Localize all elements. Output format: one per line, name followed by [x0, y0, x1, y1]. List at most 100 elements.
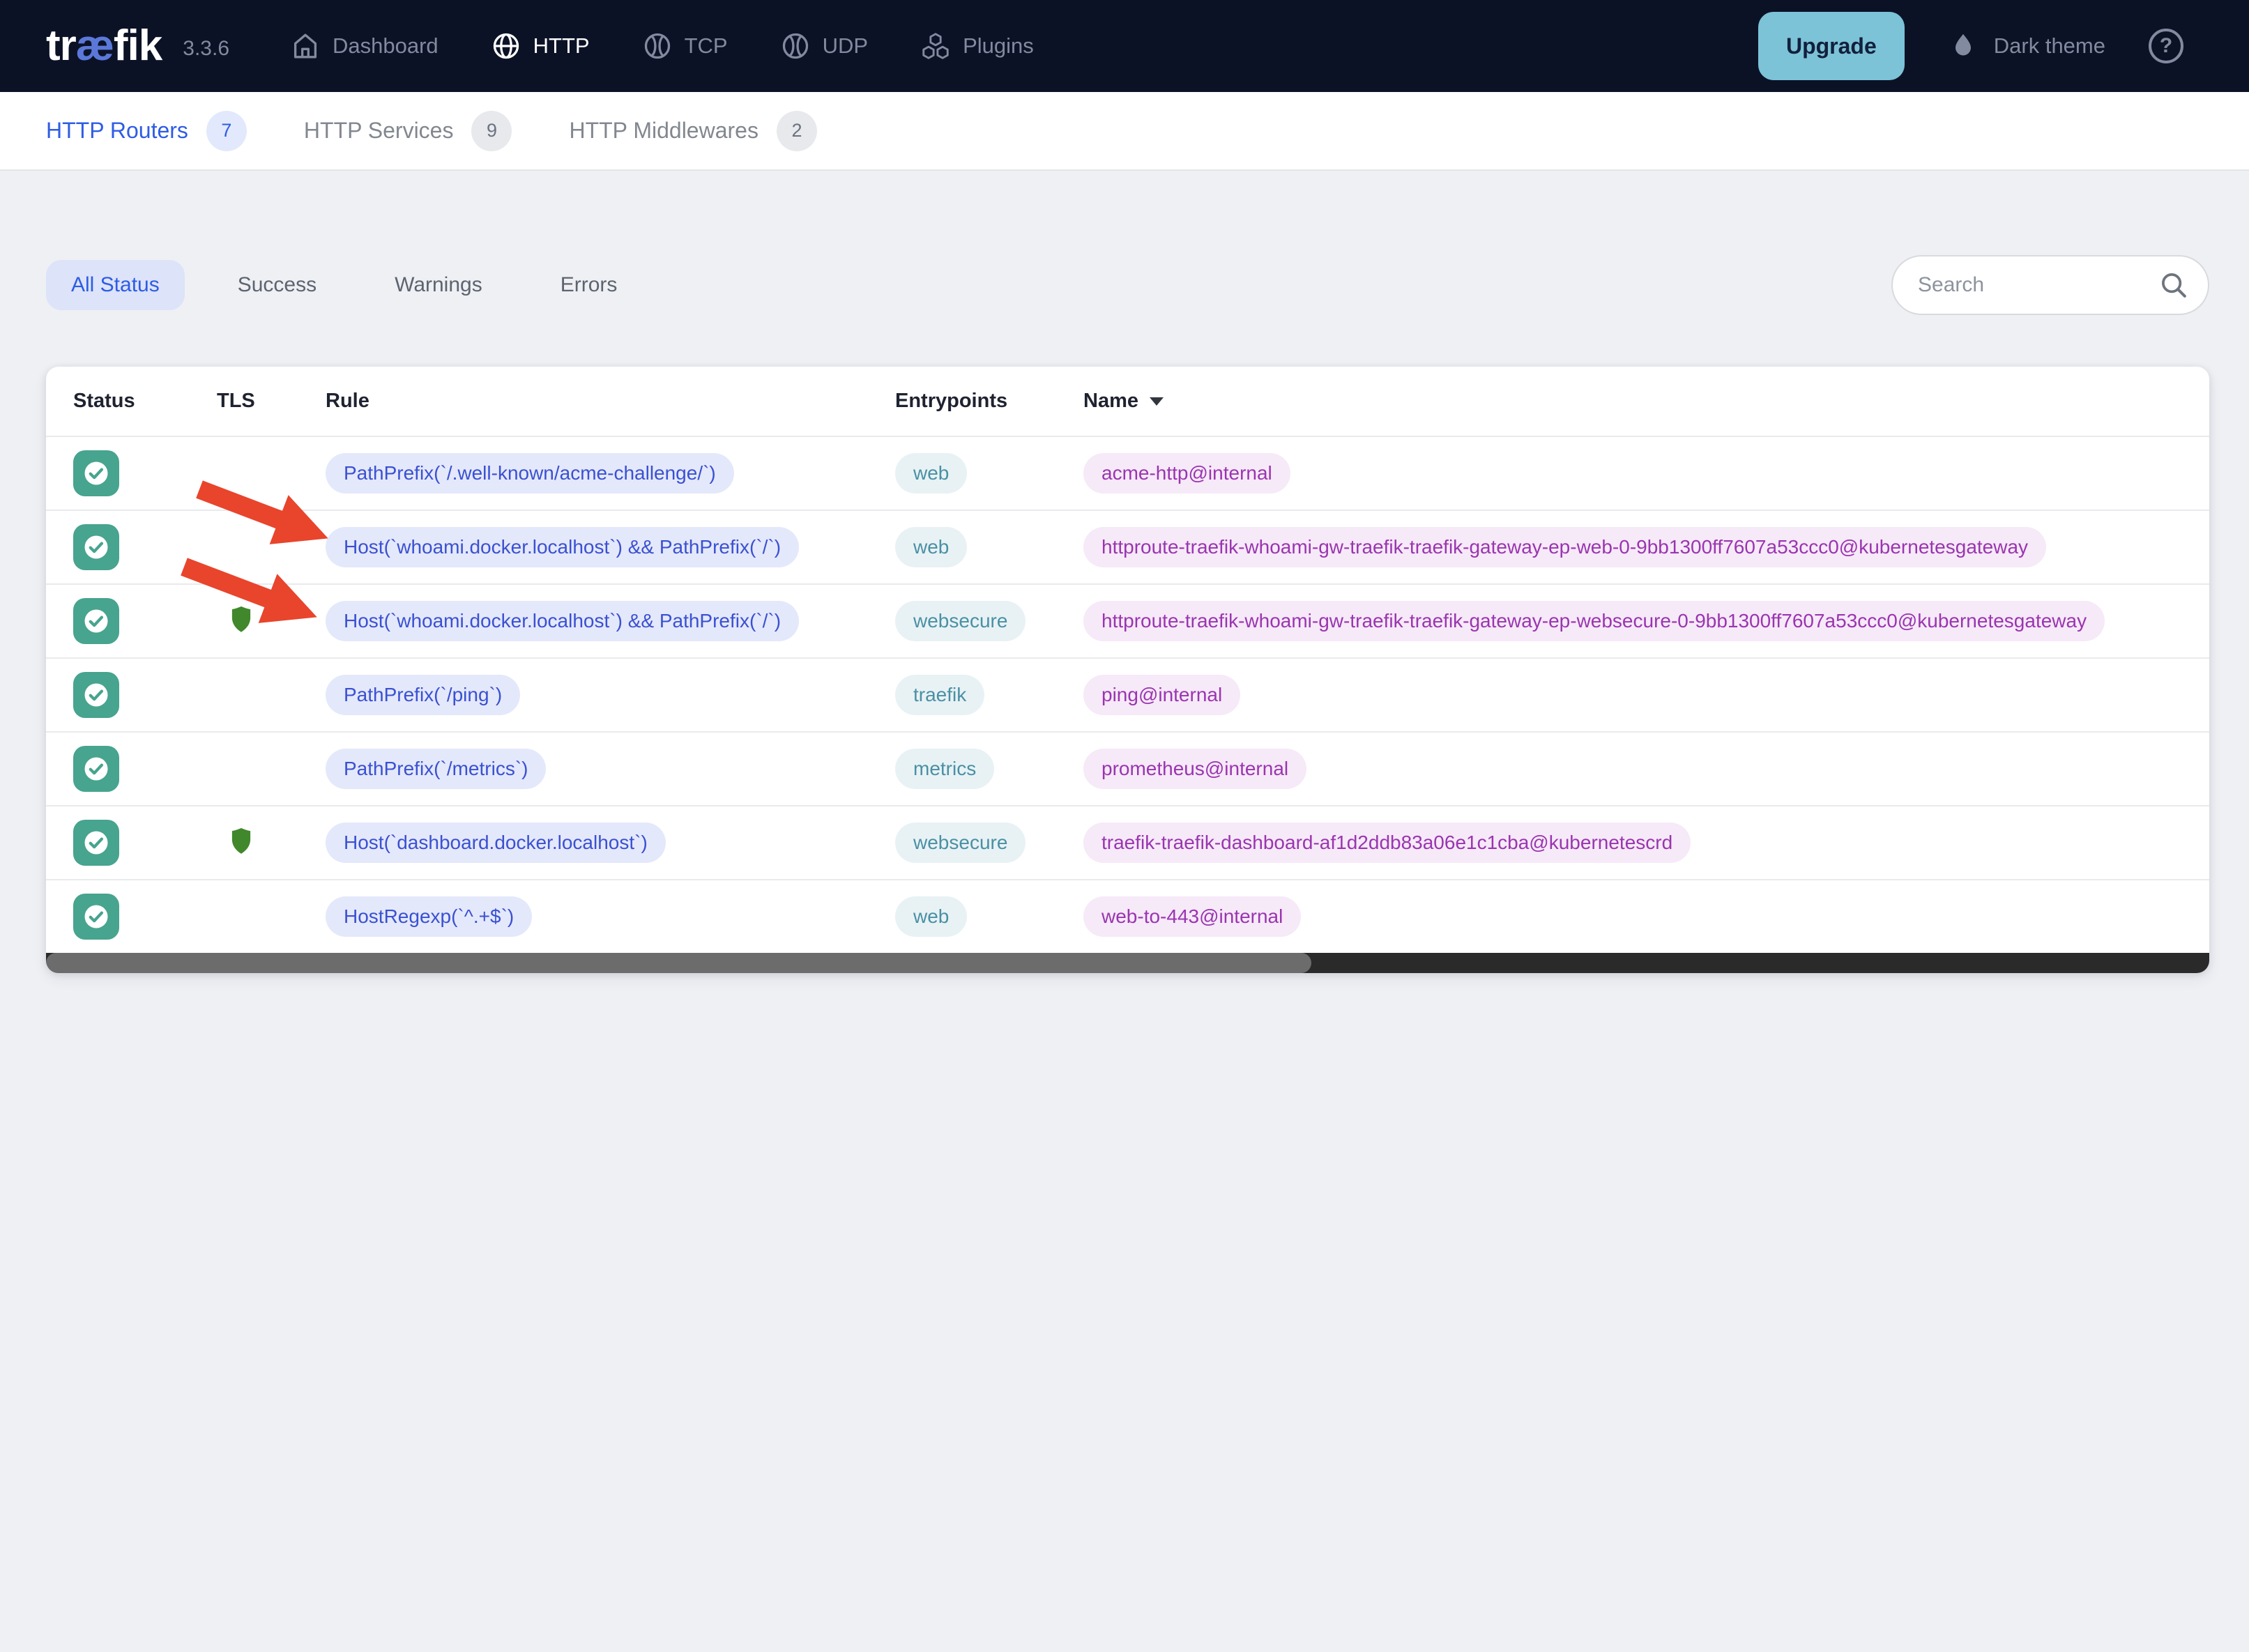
status-cell: [73, 672, 217, 718]
column-header-name[interactable]: Name: [1083, 390, 2209, 413]
tls-shield-icon: [227, 826, 326, 859]
horizontal-scrollbar-track[interactable]: [46, 953, 2209, 973]
sort-desc-icon: [1150, 397, 1164, 406]
nav-item-label: Dashboard: [333, 33, 439, 58]
entrypoints-cell: metrics: [895, 749, 1083, 789]
rule-pill: HostRegexp(`^.+$`): [326, 896, 533, 937]
toolbar: All Status Success Warnings Errors: [46, 255, 2209, 315]
table-row-6[interactable]: Host(`dashboard.docker.localhost`) websec…: [46, 805, 2209, 879]
tab-count-badge: 2: [776, 110, 817, 151]
entrypoints-cell: websecure: [895, 823, 1083, 863]
column-header-label: Entrypoints: [895, 390, 1008, 412]
table-row-4[interactable]: PathPrefix(`/ping`) traefik ping@internal: [46, 657, 2209, 731]
name-pill: httproute-traefik-whoami-gw-traefik-trae…: [1083, 601, 2105, 641]
name-cell: httproute-traefik-whoami-gw-traefik-trae…: [1083, 601, 2209, 641]
filter-success[interactable]: Success: [213, 260, 342, 310]
column-header-label: Status: [73, 390, 135, 412]
status-cell: [73, 524, 217, 570]
nav-item-tcp[interactable]: TCP: [641, 30, 728, 62]
tls-cell: [217, 604, 326, 638]
name-cell: httproute-traefik-whoami-gw-traefik-trae…: [1083, 527, 2209, 567]
search-input[interactable]: [1891, 255, 2209, 315]
entrypoints-cell: websecure: [895, 601, 1083, 641]
nav-item-http[interactable]: HTTP: [490, 30, 590, 62]
filter-warnings[interactable]: Warnings: [369, 260, 508, 310]
tab-label: HTTP Services: [303, 118, 454, 143]
version-label: 3.3.6: [183, 37, 230, 60]
column-header-rule[interactable]: Rule: [326, 390, 895, 413]
nav-item-dashboard[interactable]: Dashboard: [289, 30, 439, 62]
nav-item-label: HTTP: [533, 33, 590, 58]
tab-http-routers[interactable]: HTTP Routers 7: [46, 110, 247, 151]
status-success-icon: [73, 672, 119, 718]
status-success-icon: [73, 894, 119, 940]
name-pill: acme-http@internal: [1083, 453, 1290, 494]
column-header-status[interactable]: Status: [73, 390, 217, 413]
upgrade-button[interactable]: Upgrade: [1758, 12, 1905, 80]
cubes-icon: [920, 30, 952, 62]
status-cell: [73, 746, 217, 792]
tab-http-services[interactable]: HTTP Services 9: [303, 110, 512, 151]
theme-toggle[interactable]: Dark theme: [1948, 31, 2105, 61]
status-success-icon: [73, 450, 119, 496]
rule-pill: PathPrefix(`/.well-known/acme-challenge/…: [326, 453, 734, 494]
nav-item-label: Plugins: [963, 33, 1034, 58]
rule-pill: Host(`dashboard.docker.localhost`): [326, 823, 666, 863]
rule-cell: HostRegexp(`^.+$`): [326, 896, 895, 937]
name-cell: acme-http@internal: [1083, 453, 2209, 494]
name-pill: ping@internal: [1083, 675, 1241, 715]
rule-cell: PathPrefix(`/ping`): [326, 675, 895, 715]
status-success-icon: [73, 524, 119, 570]
entrypoint-pill: traefik: [895, 675, 985, 715]
entrypoint-pill: web: [895, 896, 968, 937]
column-header-entrypoints[interactable]: Entrypoints: [895, 390, 1083, 413]
nav-item-label: TCP: [684, 33, 728, 58]
table-row-2[interactable]: Host(`whoami.docker.localhost`) && PathP…: [46, 510, 2209, 583]
status-cell: [73, 894, 217, 940]
entrypoints-cell: web: [895, 896, 1083, 937]
search-box: [1891, 255, 2209, 315]
table-row-1[interactable]: PathPrefix(`/.well-known/acme-challenge/…: [46, 436, 2209, 510]
sphere-icon: [779, 30, 811, 62]
status-success-icon: [73, 746, 119, 792]
rule-pill: PathPrefix(`/ping`): [326, 675, 521, 715]
navbar-right: Upgrade Dark theme ?: [1758, 12, 2183, 80]
filter-label: Errors: [560, 273, 618, 296]
rule-cell: Host(`whoami.docker.localhost`) && PathP…: [326, 601, 895, 641]
main-nav: Dashboard HTTP TCP UDP Plugins: [289, 30, 1034, 62]
filter-label: Success: [237, 273, 317, 296]
tab-count-badge: 9: [471, 110, 512, 151]
globe-icon: [490, 30, 522, 62]
entrypoints-cell: traefik: [895, 675, 1083, 715]
filter-label: All Status: [71, 273, 160, 296]
tab-http-middlewares[interactable]: HTTP Middlewares 2: [569, 110, 817, 151]
routers-table-card: Status TLS Rule Entrypoints Name PathPrefix(…: [46, 367, 2209, 973]
status-success-icon: [73, 820, 119, 866]
filter-all-status[interactable]: All Status: [46, 260, 185, 310]
entrypoint-pill: web: [895, 453, 968, 494]
nav-item-label: UDP: [822, 33, 869, 58]
status-filters: All Status Success Warnings Errors: [46, 260, 642, 310]
filter-errors[interactable]: Errors: [535, 260, 643, 310]
logo-ae: æ: [75, 22, 114, 70]
theme-toggle-label: Dark theme: [1993, 33, 2105, 58]
horizontal-scrollbar-thumb[interactable]: [46, 953, 1312, 973]
tls-cell: [217, 826, 326, 859]
table-row-7[interactable]: HostRegexp(`^.+$`) web web-to-443@internal: [46, 879, 2209, 953]
entrypoints-cell: web: [895, 527, 1083, 567]
rule-pill: Host(`whoami.docker.localhost`) && PathP…: [326, 527, 800, 567]
traefik-logo[interactable]: træfik: [46, 24, 162, 68]
table-row-3[interactable]: Host(`whoami.docker.localhost`) && PathP…: [46, 583, 2209, 657]
status-cell: [73, 598, 217, 644]
tab-count-badge: 7: [206, 110, 247, 151]
nav-item-plugins[interactable]: Plugins: [920, 30, 1034, 62]
table-row-5[interactable]: PathPrefix(`/metrics`) metrics prometheus@…: [46, 731, 2209, 805]
status-cell: [73, 820, 217, 866]
name-cell: traefik-traefik-dashboard-af1d2ddb83a06e…: [1083, 823, 2209, 863]
rule-pill: Host(`whoami.docker.localhost`) && PathP…: [326, 601, 800, 641]
help-icon[interactable]: ?: [2149, 29, 2183, 63]
logo-pre: tr: [46, 22, 77, 70]
column-header-tls[interactable]: TLS: [217, 390, 326, 413]
name-pill: traefik-traefik-dashboard-af1d2ddb83a06e…: [1083, 823, 1691, 863]
nav-item-udp[interactable]: UDP: [779, 30, 868, 62]
